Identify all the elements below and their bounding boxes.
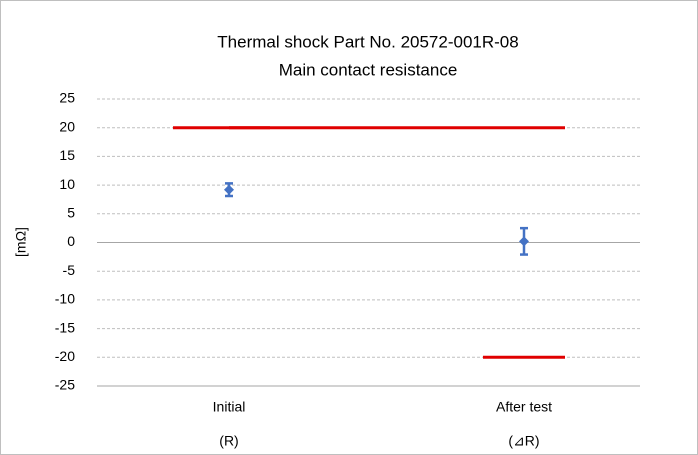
y-tick-label: -15: [55, 319, 75, 335]
y-tick-label: -10: [55, 291, 75, 307]
y-tick-label: 10: [59, 176, 75, 192]
x-tick-label: After test: [496, 399, 552, 415]
chart-title: Thermal shock Part No. 20572-001R-08: [217, 32, 518, 51]
y-tick-label: 20: [59, 118, 75, 134]
y-tick-label: 0: [67, 233, 75, 249]
y-tick-label: -5: [63, 262, 76, 278]
x-tick-sublabel: (R): [219, 433, 238, 449]
x-tick-label: Initial: [213, 399, 246, 415]
y-tick-label: -20: [55, 348, 75, 364]
x-tick-sublabel: (⊿R): [508, 433, 539, 449]
y-tick-label: 25: [59, 90, 75, 106]
y-tick-label: -25: [55, 377, 75, 393]
data-point: [519, 236, 529, 247]
y-axis-label: [mΩ]: [13, 227, 29, 257]
y-tick-label: 15: [59, 147, 75, 163]
y-tick-label: 5: [67, 205, 75, 221]
chart-subtitle: Main contact resistance: [279, 60, 458, 79]
data-point: [224, 184, 234, 195]
